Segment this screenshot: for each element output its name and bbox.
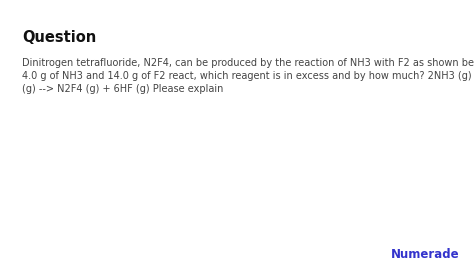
Text: Dinitrogen tetrafluoride, N2F4, can be produced by the reaction of NH3 with F2 a: Dinitrogen tetrafluoride, N2F4, can be p… <box>22 58 474 68</box>
Text: 4.0 g of NH3 and 14.0 g of F2 react, which reagent is in excess and by how much?: 4.0 g of NH3 and 14.0 g of F2 react, whi… <box>22 71 474 81</box>
Text: (g) --> N2F4 (g) + 6HF (g) Please explain: (g) --> N2F4 (g) + 6HF (g) Please explai… <box>22 84 223 94</box>
Text: Question: Question <box>22 30 96 45</box>
Text: Numerade: Numerade <box>392 248 460 261</box>
